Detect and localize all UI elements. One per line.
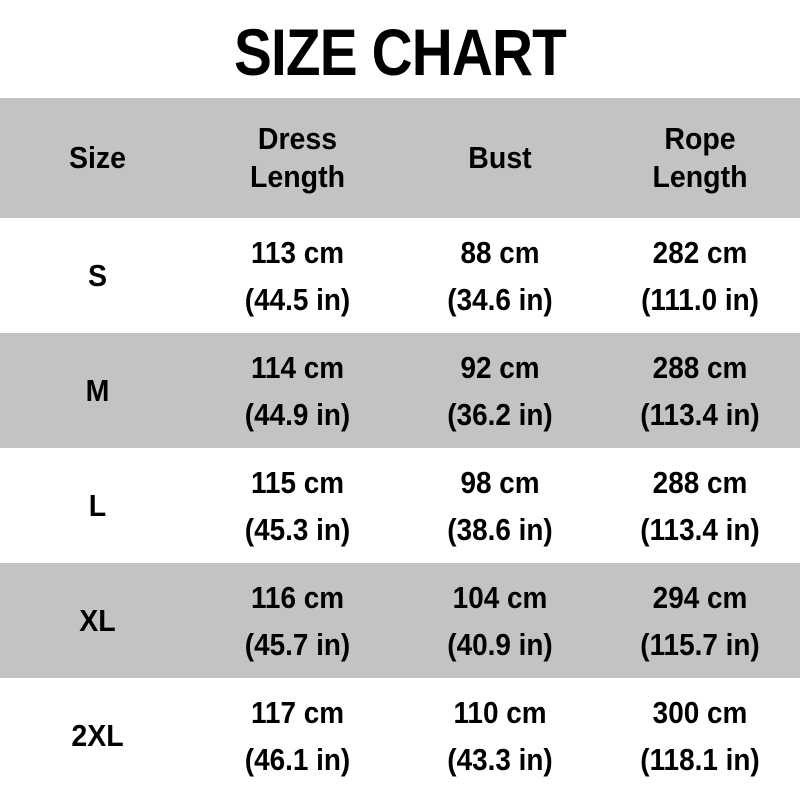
- size-label: M: [85, 373, 110, 408]
- value-in: (34.6 in): [447, 281, 553, 317]
- value-cm: 113 cm: [250, 234, 345, 270]
- measurement-dress-length: 114 cm (44.9 in): [205, 352, 390, 430]
- value-cm: 117 cm: [250, 694, 345, 730]
- size-label: L: [88, 488, 107, 523]
- cell-rope-length: 288 cm (113.4 in): [600, 333, 800, 448]
- column-header-size: Size: [0, 98, 195, 218]
- value-in: (111.0 in): [641, 281, 759, 317]
- measurement-bust: 92 cm (36.2 in): [410, 352, 590, 430]
- column-header-bust: Bust: [400, 98, 600, 218]
- table-row: XL 116 cm (45.7 in) 104 cm (40.9 in): [0, 563, 800, 678]
- column-header-rope-length-line2: Length: [652, 159, 748, 194]
- table-header-row: Size Dress Length Bust Rope: [0, 98, 800, 218]
- cell-size: XL: [0, 563, 195, 678]
- measurement-rope-length: 288 cm (113.4 in): [610, 467, 790, 545]
- measurement-bust: 110 cm (43.3 in): [410, 697, 590, 775]
- value-cm: 88 cm: [460, 234, 540, 270]
- cell-bust: 110 cm (43.3 in): [400, 678, 600, 793]
- measurement-rope-length: 288 cm (113.4 in): [610, 352, 790, 430]
- cell-size: S: [0, 218, 195, 333]
- table-row: M 114 cm (44.9 in) 92 cm (36.2 in): [0, 333, 800, 448]
- value-cm: 104 cm: [452, 579, 548, 615]
- cell-rope-length: 288 cm (113.4 in): [600, 448, 800, 563]
- measurement-dress-length: 116 cm (45.7 in): [205, 582, 390, 660]
- cell-rope-length: 282 cm (111.0 in): [600, 218, 800, 333]
- value-in: (38.6 in): [447, 511, 553, 547]
- column-header-dress-length-line1: Dress: [257, 121, 338, 157]
- column-header-bust-inner: Bust: [408, 139, 592, 177]
- cell-dress-length: 114 cm (44.9 in): [195, 333, 400, 448]
- page-title: SIZE CHART: [234, 15, 567, 89]
- measurement-dress-length: 115 cm (45.3 in): [205, 467, 390, 545]
- value-cm: 92 cm: [460, 349, 540, 385]
- column-header-size-line1: Size: [68, 140, 127, 176]
- size-label: XL: [79, 603, 116, 638]
- measurement-bust: 88 cm (34.6 in): [410, 237, 590, 315]
- measurement-rope-length: 294 cm (115.7 in): [610, 582, 790, 660]
- value-cm: 288 cm: [652, 464, 748, 500]
- value-cm: 116 cm: [250, 579, 345, 615]
- cell-rope-length: 300 cm (118.1 in): [600, 678, 800, 793]
- value-in: (44.9 in): [244, 396, 351, 432]
- column-header-size-inner: Size: [8, 139, 187, 177]
- value-in: (40.9 in): [447, 626, 553, 662]
- measurement-bust: 98 cm (38.6 in): [410, 467, 590, 545]
- table-row: S 113 cm (44.5 in) 88 cm (34.6 in): [0, 218, 800, 333]
- cell-rope-length: 294 cm (115.7 in): [600, 563, 800, 678]
- size-label: S: [87, 258, 108, 293]
- measurement-dress-length: 113 cm (44.5 in): [205, 237, 390, 315]
- value-in: (45.7 in): [244, 626, 351, 662]
- cell-bust: 98 cm (38.6 in): [400, 448, 600, 563]
- cell-dress-length: 113 cm (44.5 in): [195, 218, 400, 333]
- column-header-dress-length-inner: Dress Length: [203, 120, 392, 196]
- value-in: (113.4 in): [640, 511, 760, 547]
- value-cm: 98 cm: [460, 464, 540, 500]
- cell-size: M: [0, 333, 195, 448]
- value-cm: 288 cm: [652, 349, 748, 385]
- table-row: L 115 cm (45.3 in) 98 cm (38.6 in): [0, 448, 800, 563]
- cell-dress-length: 115 cm (45.3 in): [195, 448, 400, 563]
- value-in: (113.4 in): [640, 396, 760, 432]
- table-row: 2XL 117 cm (46.1 in) 110 cm (43.3 in): [0, 678, 800, 793]
- value-cm: 294 cm: [652, 579, 748, 615]
- value-in: (118.1 in): [640, 741, 760, 777]
- size-label: 2XL: [71, 718, 124, 753]
- measurement-dress-length: 117 cm (46.1 in): [205, 697, 390, 775]
- column-header-dress-length: Dress Length: [195, 98, 400, 218]
- value-cm: 110 cm: [453, 694, 547, 730]
- cell-bust: 104 cm (40.9 in): [400, 563, 600, 678]
- measurement-rope-length: 300 cm (118.1 in): [610, 697, 790, 775]
- column-header-rope-length-inner: Rope Length: [608, 120, 792, 196]
- value-cm: 300 cm: [652, 694, 748, 730]
- cell-bust: 92 cm (36.2 in): [400, 333, 600, 448]
- value-in: (36.2 in): [447, 396, 553, 432]
- cell-dress-length: 116 cm (45.7 in): [195, 563, 400, 678]
- column-header-bust-line1: Bust: [468, 140, 532, 176]
- column-header-dress-length-line2: Length: [249, 159, 346, 194]
- measurement-rope-length: 282 cm (111.0 in): [610, 237, 790, 315]
- value-in: (43.3 in): [447, 741, 553, 777]
- size-chart-table: Size Dress Length Bust Rope: [0, 98, 800, 793]
- value-in: (46.1 in): [244, 741, 351, 777]
- column-header-rope-length: Rope Length: [600, 98, 800, 218]
- value-in: (44.5 in): [244, 281, 351, 317]
- measurement-bust: 104 cm (40.9 in): [410, 582, 590, 660]
- column-header-rope-length-line1: Rope: [664, 121, 736, 157]
- cell-size: 2XL: [0, 678, 195, 793]
- value-cm: 114 cm: [250, 349, 345, 385]
- table-body: S 113 cm (44.5 in) 88 cm (34.6 in): [0, 218, 800, 793]
- cell-dress-length: 117 cm (46.1 in): [195, 678, 400, 793]
- cell-bust: 88 cm (34.6 in): [400, 218, 600, 333]
- value-in: (45.3 in): [244, 511, 351, 547]
- value-cm: 115 cm: [250, 464, 345, 500]
- value-cm: 282 cm: [652, 234, 748, 270]
- value-in: (115.7 in): [640, 626, 760, 662]
- cell-size: L: [0, 448, 195, 563]
